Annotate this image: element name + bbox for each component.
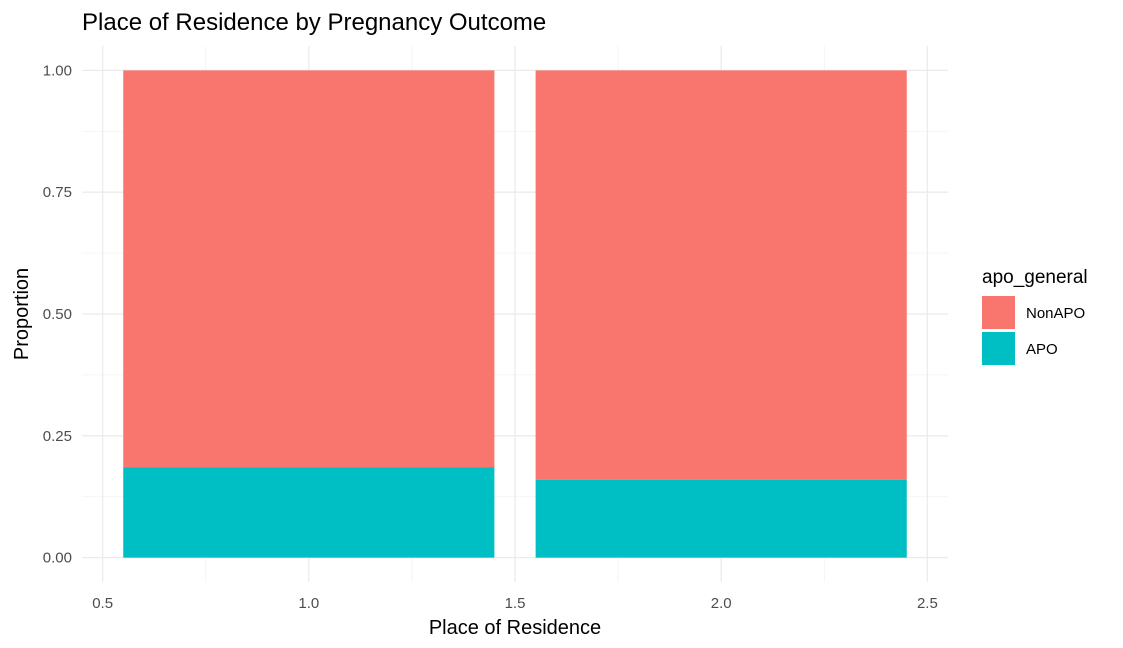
y-tick-label: 1.00: [43, 62, 72, 79]
bar-apo-1: [123, 467, 495, 558]
bar-nonapo-2: [535, 70, 907, 480]
x-tick-label: 2.5: [917, 595, 938, 612]
legend-key-nonapo: [982, 296, 1015, 329]
y-tick-label: 0.50: [43, 306, 72, 323]
bar-apo-2: [535, 479, 907, 558]
y-axis-title: Proportion: [11, 268, 33, 360]
legend-title: apo_general: [982, 267, 1088, 288]
legend: apo_general NonAPO APO: [982, 267, 1088, 365]
x-tick-label: 1.5: [505, 595, 526, 612]
y-tick-label: 0.75: [43, 184, 72, 201]
x-tick-label: 0.5: [92, 595, 113, 612]
tick-labels: 0.00 0.25 0.50 0.75 1.00 0.5 1.0 1.5 2.0 2.5: [43, 62, 938, 612]
y-tick-label: 0.25: [43, 428, 72, 445]
x-axis-title: Place of Residence: [429, 617, 601, 639]
bar-nonapo-1: [123, 70, 495, 468]
y-tick-label: 0.00: [43, 550, 72, 567]
legend-key-apo: [982, 332, 1015, 365]
bars: [123, 70, 907, 558]
legend-label-apo: APO: [1026, 341, 1058, 358]
chart-title: Place of Residence by Pregnancy Outcome: [82, 9, 546, 36]
x-tick-label: 2.0: [711, 595, 732, 612]
x-tick-label: 1.0: [298, 595, 319, 612]
legend-label-nonapo: NonAPO: [1026, 305, 1085, 322]
